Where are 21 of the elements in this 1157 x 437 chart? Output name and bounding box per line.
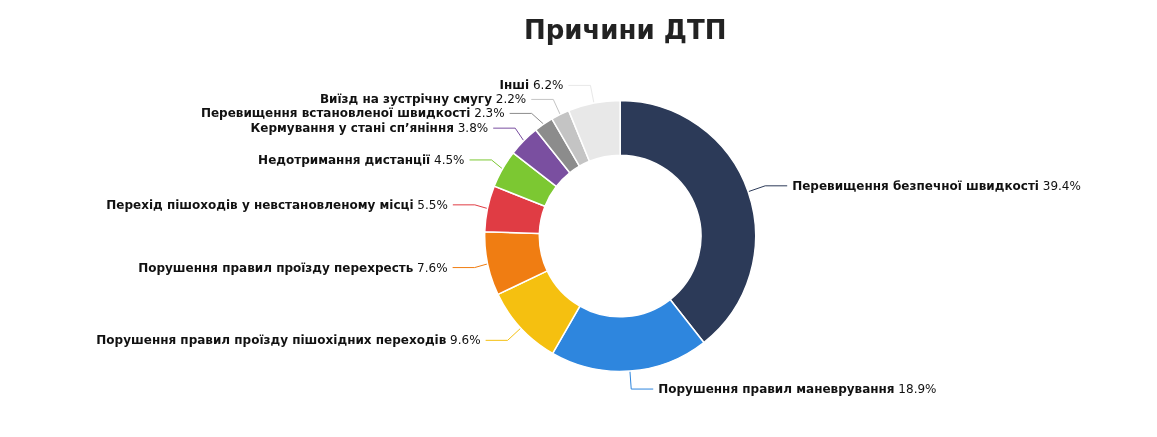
slice-label: Перехід пішоходів у невстановленому місці <box>106 197 414 212</box>
data-label: 9.6% <box>450 333 481 348</box>
data-label: 2.3% <box>474 106 505 121</box>
slice-label: Порушення правил маневрування <box>658 382 895 397</box>
chart-title: Причини ДТП <box>523 15 727 45</box>
data-label: 6.2% <box>532 78 564 93</box>
slice-label: Недотримання дистанції <box>258 152 431 167</box>
data-label: 7.6% <box>417 260 448 275</box>
data-label: 4.5% <box>434 152 465 167</box>
data-label: 18.9% <box>898 382 937 397</box>
data-label: 39.4% <box>1042 178 1081 193</box>
data-label: 5.5% <box>417 197 448 212</box>
data-label: 2.2% <box>495 92 527 107</box>
slice-label: Перевищення безпечної швидкості <box>792 178 1039 193</box>
slice-label: Перевищення встановленої швидкості <box>200 106 471 121</box>
slice-label: Кермування у стані сп’яніння <box>250 121 454 136</box>
slice-label: Порушення правил проїзду пішохідних переходів <box>96 333 447 348</box>
slice-label: Порушення правил проїзду перехресть <box>138 260 414 275</box>
data-label: 3.8% <box>457 121 489 136</box>
slice-label: Інші <box>499 78 530 93</box>
slice-label: Виїзд на зустрічну смугу <box>319 92 493 107</box>
